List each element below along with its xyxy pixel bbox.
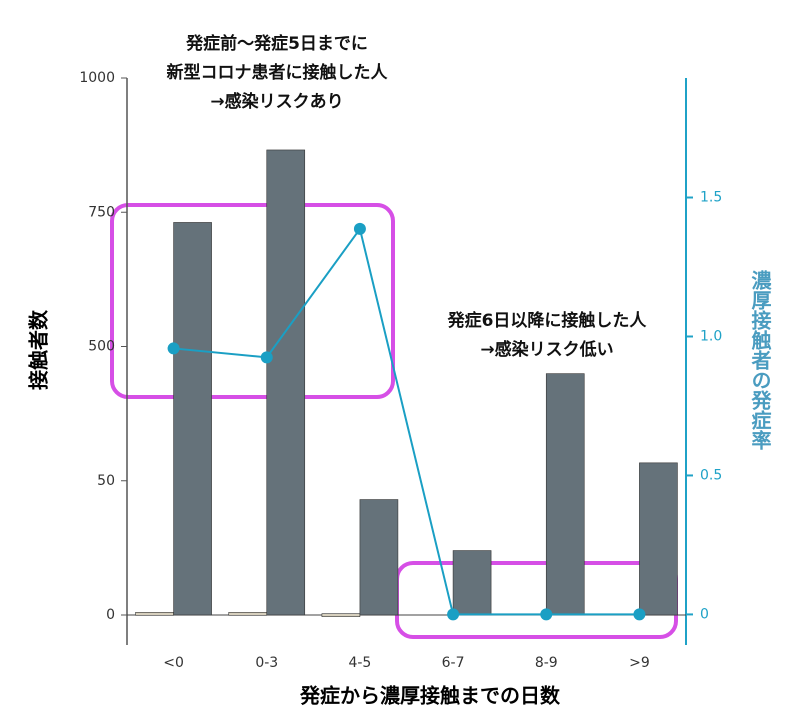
y-axis-title: 接触者数 xyxy=(27,309,51,390)
y2-tick-label: 0 xyxy=(700,606,709,622)
y2-tick-label: 1.5 xyxy=(700,190,722,206)
x-tick-label: >9 xyxy=(629,655,650,671)
line-point xyxy=(167,342,180,355)
bar xyxy=(452,550,492,616)
highlight-box xyxy=(395,561,678,639)
x-tick-label: <0 xyxy=(163,655,184,671)
y-tick-label: 750 xyxy=(88,204,115,220)
x-tick-label: 6-7 xyxy=(442,655,465,671)
x-tick-label: 0-3 xyxy=(255,655,278,671)
bar xyxy=(135,612,174,616)
bar xyxy=(545,373,585,616)
x-tick-label: 8-9 xyxy=(535,655,558,671)
y-tick-label: 500 xyxy=(88,339,115,355)
bar xyxy=(173,222,212,616)
y2-tick-label: 1.0 xyxy=(700,328,722,344)
line-point xyxy=(447,608,460,621)
bar xyxy=(639,462,678,616)
highlight-box xyxy=(110,203,395,399)
y-tick-label: 0 xyxy=(106,607,115,623)
annotation: →感染リスク低い xyxy=(480,339,613,360)
y-tick-label: 1000 xyxy=(79,70,115,86)
bar xyxy=(321,613,361,617)
line-point xyxy=(540,608,553,621)
line-point xyxy=(633,608,646,621)
bar xyxy=(359,499,399,616)
line-point xyxy=(353,222,366,235)
bar xyxy=(266,149,306,616)
annotation: →感染リスクあり xyxy=(210,91,343,112)
y2-axis-title: 濃厚接触者の発症率 xyxy=(748,270,772,451)
y-tick-label: 50 xyxy=(97,473,115,489)
line xyxy=(173,226,640,616)
x-tick-label: 4-5 xyxy=(348,655,371,671)
annotation: 発症前〜発症5日までに xyxy=(185,33,368,54)
x-axis-title: 発症から濃厚接触までの日数 xyxy=(299,684,561,708)
line-point xyxy=(260,351,273,364)
bar xyxy=(228,612,268,616)
annotation: 新型コロナ患者に接触した人 xyxy=(167,62,389,83)
annotation: 発症6日以降に接触した人 xyxy=(447,310,648,331)
y2-tick-label: 0.5 xyxy=(700,467,722,483)
